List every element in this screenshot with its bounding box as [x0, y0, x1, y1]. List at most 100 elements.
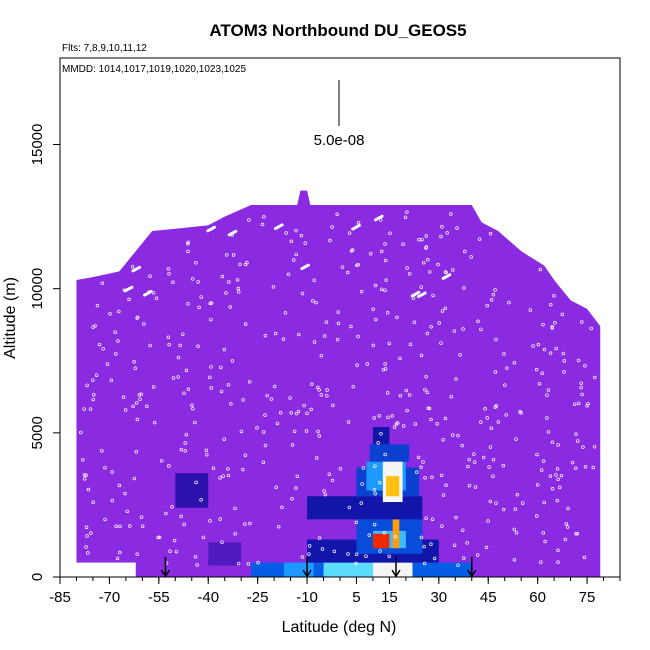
sample-dot — [340, 265, 345, 269]
sample-dot — [419, 285, 423, 289]
profile-arrow-head — [302, 569, 312, 578]
sample-dot — [548, 351, 553, 355]
sample-dot — [316, 429, 320, 434]
sample-dot — [415, 470, 419, 474]
sample-dot — [113, 330, 117, 335]
sample-dot — [209, 386, 213, 390]
axes: -85 -70 -55 -40 -25 -10 5 15 30 45 60 75 0 5000 10000 1… — [29, 124, 621, 606]
sample-dot — [130, 264, 135, 269]
sample-dot — [350, 248, 355, 252]
sample-dot — [556, 560, 560, 564]
sample-dot — [256, 560, 260, 565]
sample-dot — [220, 274, 225, 279]
sample-dot — [193, 554, 198, 559]
sample-dot — [489, 298, 494, 302]
sample-dot — [82, 477, 87, 481]
sample-dot — [132, 360, 136, 364]
track-dot — [357, 223, 361, 227]
sample-dot — [437, 321, 441, 325]
flights-note: Flts: 7,8,9,10,11,12 — [62, 43, 147, 54]
sample-dot — [186, 241, 190, 246]
sample-dot — [174, 549, 179, 554]
sample-dot — [310, 382, 314, 387]
sample-dot — [383, 258, 388, 263]
sample-dot — [199, 498, 203, 502]
sample-dot — [481, 455, 486, 460]
sample-dot — [94, 373, 99, 377]
sample-dot — [127, 297, 131, 302]
sample-dot — [166, 335, 171, 339]
sample-dot — [184, 432, 189, 437]
sample-dot — [546, 430, 551, 434]
sample-dot — [501, 507, 506, 512]
sample-dot — [226, 473, 231, 478]
sample-dot — [436, 262, 440, 267]
sample-dot — [535, 483, 540, 487]
sample-dot — [327, 472, 332, 476]
sample-dot — [373, 317, 378, 322]
sample-dot — [117, 309, 121, 314]
track-dot — [138, 265, 142, 269]
sample-dot — [592, 444, 597, 449]
sample-dot — [435, 422, 439, 426]
sample-dot — [332, 549, 337, 554]
sample-dot — [246, 562, 251, 566]
sample-dot — [392, 425, 397, 429]
sample-dot — [574, 532, 578, 536]
sample-dot — [373, 491, 377, 496]
sample-dot — [312, 278, 316, 282]
sample-dot — [117, 483, 122, 488]
sample-dot — [92, 392, 96, 397]
sample-dot — [116, 339, 120, 343]
sample-dot — [166, 267, 171, 271]
x-tick-label: 45 — [480, 589, 497, 606]
sample-dot — [536, 342, 541, 347]
sample-dot — [167, 342, 171, 347]
sample-dot — [503, 383, 507, 387]
sample-dot — [387, 341, 392, 346]
sample-dot — [239, 429, 244, 434]
sample-dot — [371, 307, 375, 311]
sample-dot — [372, 522, 377, 527]
sample-dot — [465, 541, 469, 545]
sample-dot — [585, 404, 589, 408]
sample-dot — [110, 470, 114, 474]
sample-dot — [381, 367, 386, 372]
sample-dot — [182, 522, 186, 527]
sample-dot — [486, 519, 490, 523]
sample-dot — [401, 242, 405, 247]
sample-dot — [197, 305, 201, 310]
sample-dot — [556, 443, 560, 447]
sample-dot — [512, 360, 517, 365]
sample-dot — [347, 231, 352, 235]
sample-dot — [560, 312, 565, 317]
sample-dot — [488, 231, 493, 236]
sample-dot — [360, 482, 364, 486]
sample-dot — [284, 231, 288, 235]
sample-dot — [292, 258, 296, 262]
sample-dot — [534, 367, 539, 372]
sample-dot — [576, 358, 581, 363]
sample-dot — [278, 411, 283, 415]
sample-dot — [383, 242, 387, 246]
x-tick-label: -10 — [296, 589, 318, 606]
sample-dot — [218, 476, 222, 480]
sample-dot — [354, 552, 359, 556]
sample-dot — [89, 531, 93, 535]
sample-dot — [545, 416, 549, 420]
sample-dot — [368, 252, 373, 256]
sample-dot — [241, 398, 245, 402]
sample-dot — [280, 505, 284, 510]
sample-dot — [515, 492, 520, 497]
sample-dot — [543, 539, 547, 544]
sample-dot — [317, 434, 321, 438]
sample-dot — [176, 375, 180, 379]
sample-dot — [550, 440, 555, 445]
sample-dot — [460, 443, 464, 448]
sample-dot — [539, 560, 543, 564]
sample-dot — [205, 452, 209, 457]
sample-dot — [423, 475, 427, 480]
sample-dot — [220, 540, 224, 544]
sample-dot — [323, 492, 328, 497]
sample-dot — [294, 486, 298, 490]
